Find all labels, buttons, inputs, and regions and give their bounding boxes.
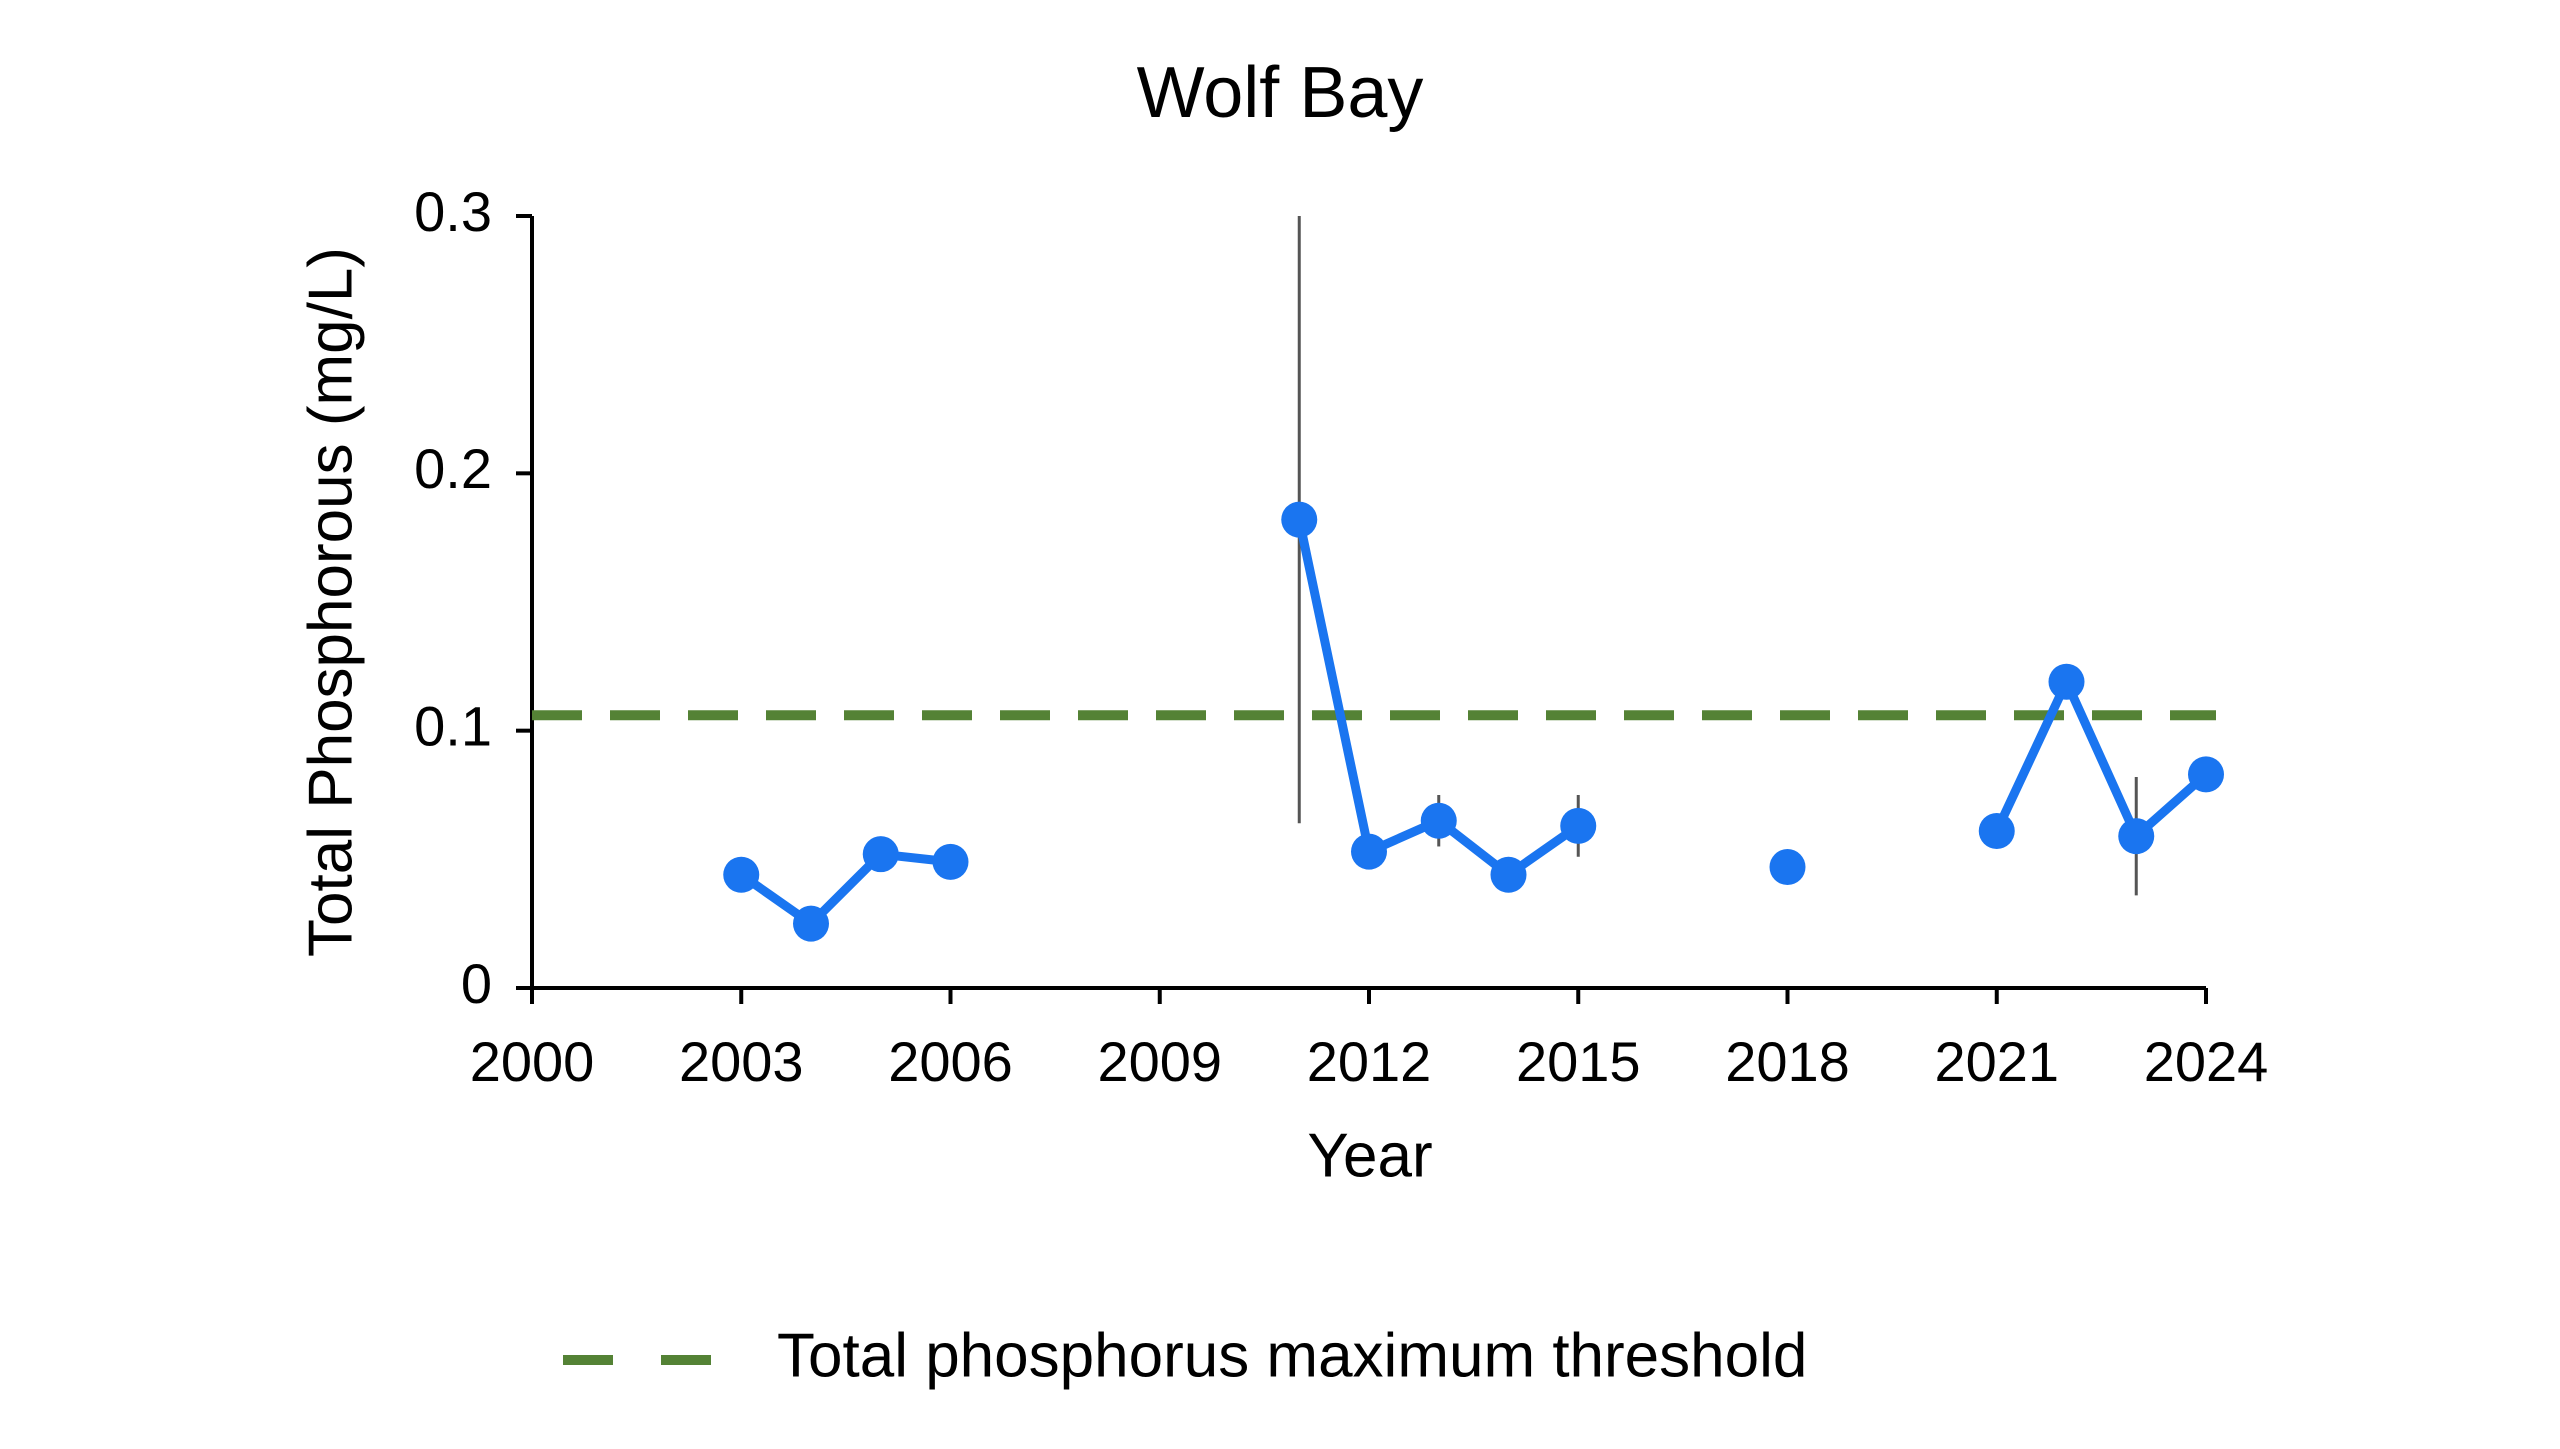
chart-title: Wolf Bay xyxy=(1137,53,1424,133)
data-point xyxy=(1351,833,1387,870)
data-point xyxy=(1420,802,1457,839)
data-point xyxy=(1560,807,1597,844)
data-point xyxy=(932,843,969,880)
data-line xyxy=(738,849,951,929)
data-point xyxy=(1281,501,1318,538)
data-point xyxy=(2048,663,2085,700)
y-tick-label: 0.2 xyxy=(414,437,492,500)
data-point xyxy=(862,836,899,873)
y-tick-label: 0.1 xyxy=(414,694,492,757)
data-line xyxy=(1992,677,2209,841)
x-tick-label: 2018 xyxy=(1725,1030,1850,1093)
data-point xyxy=(1978,813,2015,850)
data-point xyxy=(2118,818,2155,855)
data-point xyxy=(723,856,760,893)
x-axis-label: Year xyxy=(1307,1121,1432,1190)
x-tick-label: 2006 xyxy=(888,1030,1013,1093)
x-tick-label: 2000 xyxy=(470,1030,595,1093)
y-axis-label: Total Phosphorous (mg/L) xyxy=(296,247,365,957)
x-tick-label: 2003 xyxy=(679,1030,804,1093)
y-tick-label: 0.3 xyxy=(414,180,492,243)
y-tick-label: 0 xyxy=(461,952,492,1015)
data-point xyxy=(793,905,829,942)
data-point xyxy=(1769,849,1806,886)
data-point xyxy=(2188,756,2224,793)
x-tick-label: 2021 xyxy=(1934,1030,2059,1093)
x-tick-label: 2015 xyxy=(1516,1030,1641,1093)
legend-label: Total phosphorus maximum threshold xyxy=(777,1321,1807,1390)
x-tick-label: 2009 xyxy=(1097,1030,1222,1093)
x-tick-label: 2024 xyxy=(2144,1030,2269,1093)
data-point xyxy=(1490,856,1527,893)
x-tick-label: 2012 xyxy=(1307,1030,1432,1093)
